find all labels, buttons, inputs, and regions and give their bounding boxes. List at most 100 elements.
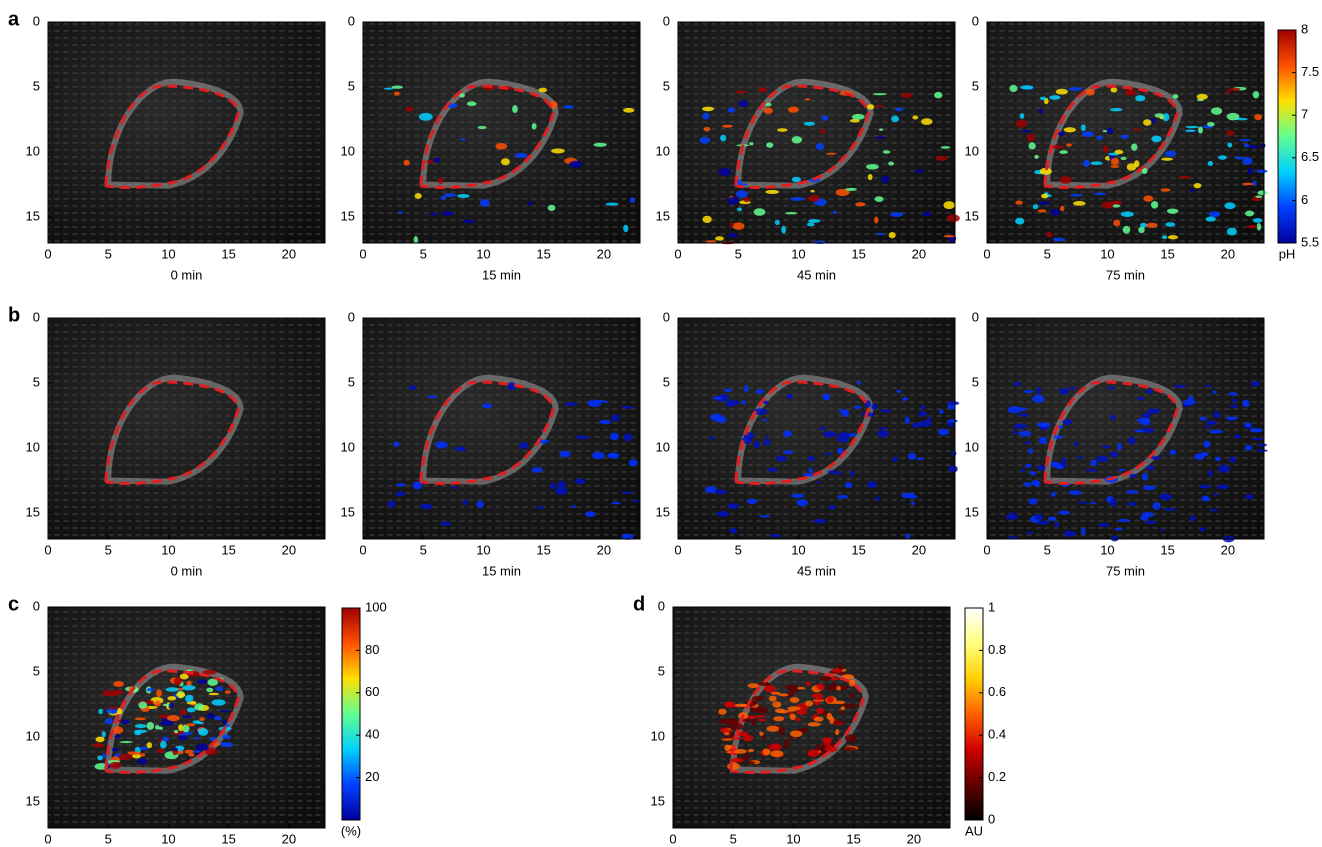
signal-overlay <box>781 225 787 234</box>
signal-overlay <box>1188 189 1196 192</box>
signal-overlay <box>1109 107 1123 112</box>
x-tick-label: 10 <box>786 831 800 846</box>
signal-overlay <box>1200 451 1209 457</box>
signal-overlay <box>433 157 441 163</box>
signal-overlay <box>718 718 731 725</box>
tumor-outline <box>1043 380 1179 485</box>
signal-overlay <box>1098 522 1110 527</box>
y-tick-label: 5 <box>33 374 40 389</box>
signal-overlay <box>184 694 194 703</box>
signal-overlay <box>120 719 130 725</box>
signal-overlay <box>737 207 742 212</box>
signal-overlay <box>160 740 167 749</box>
colorbar-tick-label: 60 <box>365 684 379 699</box>
signal-overlay <box>202 669 217 675</box>
x-tick-label: 20 <box>1221 542 1235 557</box>
signal-overlay <box>1127 437 1136 445</box>
y-tick-label: 15 <box>26 793 40 808</box>
signal-overlay <box>763 685 776 693</box>
x-tick-label: 10 <box>161 831 175 846</box>
signal-overlay <box>721 738 733 741</box>
signal-overlay <box>98 708 103 715</box>
signal-overlay <box>1257 190 1268 196</box>
x-tick-label: 0 <box>674 542 681 557</box>
signal-overlay <box>1029 471 1036 476</box>
signal-overlay <box>835 188 850 197</box>
signal-overlay <box>819 426 827 431</box>
x-tick-label: 10 <box>476 246 490 261</box>
signal-overlay <box>1089 501 1097 505</box>
signal-overlay <box>176 692 186 698</box>
signal-overlay <box>420 503 433 510</box>
image-texture <box>678 22 955 243</box>
signal-overlay <box>842 746 857 751</box>
signal-overlay <box>796 499 809 507</box>
signal-overlay <box>789 713 796 720</box>
signal-overlay <box>1152 502 1161 510</box>
y-tick-label: 5 <box>33 78 40 93</box>
axes-frame <box>672 606 951 829</box>
signal-overlay <box>1120 134 1129 139</box>
signal-overlay <box>1007 406 1022 414</box>
x-tick-label: 10 <box>791 246 805 261</box>
signal-overlay <box>1015 200 1023 205</box>
signal-overlay <box>744 384 749 393</box>
signal-overlay <box>196 721 205 725</box>
signal-overlay <box>628 459 638 467</box>
signal-overlay <box>727 196 740 205</box>
signal-overlay <box>514 152 528 158</box>
colorbar-tick-label: 6 <box>1301 192 1308 207</box>
signal-overlay <box>527 201 533 206</box>
signal-overlay <box>1247 167 1253 175</box>
signal-overlay <box>888 161 894 166</box>
signal-overlay <box>1110 165 1120 168</box>
signal-overlay <box>740 757 749 760</box>
signal-overlay <box>1109 451 1119 458</box>
signal-overlay <box>1141 167 1148 174</box>
signal-overlay <box>403 159 410 166</box>
signal-overlay <box>826 696 834 703</box>
signal-overlay <box>728 232 738 238</box>
x-tick-label: 20 <box>282 831 296 846</box>
signal-overlay <box>1070 193 1083 197</box>
signal-overlay <box>1076 456 1085 459</box>
signal-overlay <box>387 500 396 508</box>
signal-overlay <box>105 708 118 714</box>
y-tick-label: 5 <box>348 374 355 389</box>
signal-overlay <box>699 137 711 144</box>
signal-overlay <box>1234 156 1244 160</box>
signal-overlay <box>463 499 468 506</box>
signal-overlay <box>104 718 114 725</box>
signal-overlay <box>1080 124 1086 132</box>
tumor-outline <box>419 84 555 189</box>
signal-overlay <box>759 731 764 736</box>
signal-overlay <box>1054 521 1060 528</box>
signal-overlay <box>807 749 820 758</box>
signal-overlay <box>747 748 755 753</box>
signal-overlay <box>1242 399 1250 408</box>
signal-overlay <box>611 414 620 422</box>
y-tick-label: 15 <box>341 504 355 519</box>
signal-overlay <box>1213 493 1219 496</box>
signal-overlay <box>133 729 148 733</box>
signal-overlay <box>220 742 234 748</box>
x-tick-label: 5 <box>105 831 112 846</box>
signal-overlay <box>1093 192 1107 196</box>
signal-overlay <box>1201 495 1210 502</box>
signal-overlay <box>789 697 800 703</box>
signal-overlay <box>853 405 862 409</box>
signal-overlay <box>882 150 891 154</box>
signal-overlay <box>158 714 170 719</box>
signal-overlay <box>856 381 862 385</box>
x-tick-label: 15 <box>221 246 235 261</box>
signal-overlay <box>161 736 170 742</box>
signal-overlay <box>1193 182 1202 189</box>
signal-overlay <box>1101 201 1114 209</box>
signal-overlay <box>477 125 487 130</box>
signal-overlay <box>1257 443 1267 447</box>
signal-overlay <box>840 706 846 711</box>
signal-overlay <box>199 717 205 722</box>
signal-overlay <box>752 718 757 726</box>
y-tick-label: 5 <box>663 78 670 93</box>
